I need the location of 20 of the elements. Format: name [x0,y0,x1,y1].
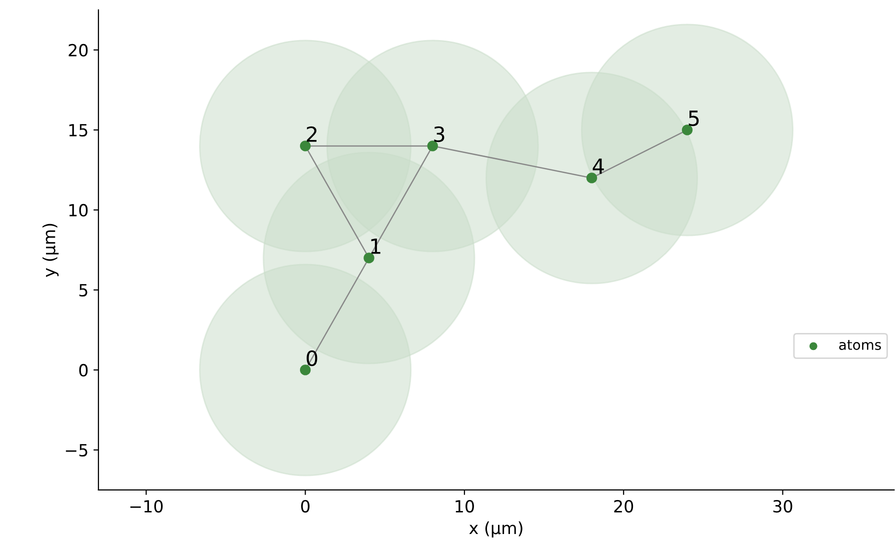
x-axis-title: x (µm) [469,521,522,538]
y-tick-label: 15 [69,124,88,137]
y-tick-label: −5 [66,444,88,457]
legend-label: atoms [839,340,881,350]
y-axis-title: y (µm) [42,224,59,277]
annotation: 2 [306,126,316,142]
y-tick-label: 20 [68,44,88,57]
x-tick-label: 30 [773,500,792,513]
x-tick-label: −10 [130,500,163,513]
annotation: 1 [371,238,380,254]
x-tick-label: 0 [301,500,310,513]
y-tick-label: 0 [79,364,88,377]
x-tick-label: 20 [614,500,634,513]
annotation: 4 [592,158,604,174]
x-tick-label: 10 [456,500,474,513]
annotation: 3 [434,126,444,142]
annotation: 0 [306,350,318,366]
y-tick-label: 10 [69,204,88,217]
y-tick-label: 5 [79,284,88,297]
annotation: 5 [688,110,699,126]
